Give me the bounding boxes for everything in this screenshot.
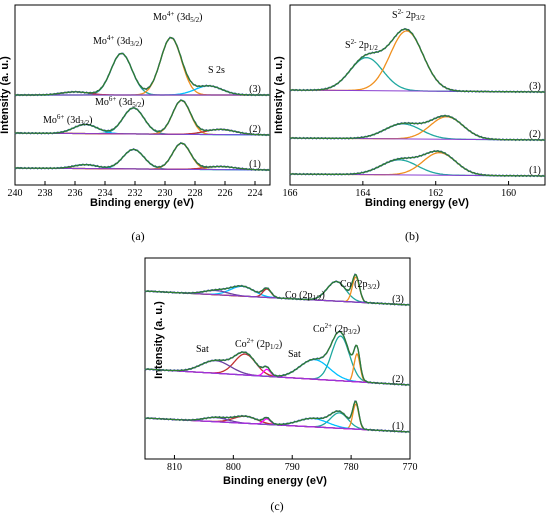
panel-b-xlabel: Binding energy (eV) — [365, 197, 469, 209]
panel-c-frame — [144, 257, 411, 460]
x-tick-label: 232 — [128, 188, 143, 199]
panel-a-curves — [14, 36, 271, 172]
x-tick-label: 780 — [344, 462, 359, 473]
raw-spectrum — [14, 141, 271, 172]
panel-a: Intensity (a. u.) Binding energy (eV) 24… — [0, 4, 271, 243]
panel-c-trace-labels: (3) (2) (1) — [392, 294, 404, 432]
component-peak — [290, 56, 545, 93]
x-tick-label: 162 — [428, 188, 443, 199]
panel-a-annotation-mo4-3d32: Mo4+ (3d3/2) — [93, 34, 143, 48]
panel-b-letter: (b) — [405, 229, 419, 243]
panel-a-annotation-mo4-3d52: Mo4+ (3d5/2) — [153, 10, 203, 24]
x-tick-label: 236 — [68, 188, 83, 199]
x-tick-label: 230 — [158, 188, 173, 199]
panel-c-letter: (c) — [270, 499, 283, 513]
x-tick-label: 238 — [38, 188, 53, 199]
panel-c-ticks: 810 800 790 780 770 — [167, 455, 418, 473]
panel-a-annotation-mo6-3d32: Mo6+ (3d3/2) — [43, 113, 93, 127]
panel-a-ylabel: Intensity (a. u.) — [0, 56, 11, 134]
x-tick-label: 790 — [285, 462, 300, 473]
fit-envelope — [15, 36, 270, 96]
x-tick-label: 240 — [8, 188, 23, 199]
raw-spectrum — [144, 400, 411, 434]
panel-b-annotation-s2p32: S2- 2p3/2 — [392, 8, 425, 22]
panel-b-ylabel: Intensity (a. u.) — [273, 56, 285, 134]
panel-b: Intensity (a. u.) Binding energy (eV) 16… — [273, 4, 546, 243]
panel-c-annotation-co2-2p32: Co2+ (2p3/2) — [313, 322, 360, 336]
panel-c-annotation-co-2p32: Co (2p3/2) — [340, 279, 380, 291]
fit-envelope — [290, 115, 545, 141]
trace-label: (2) — [529, 129, 541, 140]
panel-a-letter: (a) — [131, 229, 144, 243]
x-tick-label: 164 — [355, 188, 370, 199]
fit-envelope — [144, 330, 411, 386]
panel-c-annotation-co2-2p12: Co2+ (2p1/2) — [235, 337, 282, 351]
component-peak — [290, 30, 545, 93]
panel-b-ticks: 166 164 162 160 — [283, 181, 516, 199]
trace-label: (1) — [249, 159, 261, 170]
trace-label: (3) — [392, 294, 404, 305]
panel-c-ylabel: Intensity (a. u.) — [153, 301, 165, 379]
trace-label: (1) — [529, 165, 541, 176]
panel-a-annotation-mo6-3d52: Mo6+ (3d5/2) — [95, 95, 145, 109]
fit-envelope — [144, 274, 411, 306]
panel-c-curves — [144, 273, 411, 434]
raw-spectrum — [289, 27, 546, 94]
component-peak — [144, 402, 411, 433]
panel-a-trace-labels: (3) (2) (1) — [249, 84, 261, 170]
fit-envelope — [15, 142, 270, 171]
component-peak — [15, 37, 270, 96]
x-tick-label: 228 — [188, 188, 203, 199]
x-tick-label: 770 — [403, 462, 418, 473]
x-tick-label: 160 — [501, 188, 516, 199]
fit-envelope — [144, 400, 411, 433]
panel-c: Intensity (a. u.) Binding energy (eV) 81… — [144, 257, 418, 513]
panel-b-annotation-s2p12: S2- 2p1/2 — [345, 38, 378, 52]
panel-a-ticks: 240 238 236 234 232 230 228 226 224 — [8, 181, 263, 199]
panel-c-annotation-sat-2: Sat — [288, 349, 301, 360]
panel-c-annotation-sat-1: Sat — [196, 344, 209, 355]
raw-spectrum — [289, 149, 546, 178]
panel-b-trace-labels: (3) (2) (1) — [529, 81, 541, 176]
panel-c-xlabel: Binding energy (eV) — [223, 475, 327, 487]
trace-label: (1) — [392, 421, 404, 432]
trace-label: (2) — [249, 124, 261, 135]
x-tick-label: 226 — [218, 188, 233, 199]
x-tick-label: 234 — [98, 188, 113, 199]
x-tick-label: 800 — [226, 462, 241, 473]
x-tick-label: 166 — [283, 188, 298, 199]
fit-envelope — [15, 99, 270, 136]
x-tick-label: 810 — [167, 462, 182, 473]
component-peak — [144, 276, 411, 306]
fit-envelope — [290, 28, 545, 93]
fit-envelope — [290, 150, 545, 177]
trace-label: (3) — [249, 84, 261, 95]
panel-b-frame — [289, 4, 546, 186]
panel-b-curves — [289, 27, 546, 178]
raw-spectrum — [14, 36, 271, 97]
x-tick-label: 224 — [248, 188, 263, 199]
component-peak — [144, 358, 411, 386]
panel-a-xlabel: Binding energy (eV) — [90, 197, 194, 209]
panel-c-annotation-co-2p12: Co (2p1/2) — [285, 290, 325, 302]
trace-label: (2) — [392, 374, 404, 385]
trace-label: (3) — [529, 81, 541, 92]
panel-a-annotation-s2s: S 2s — [208, 65, 225, 76]
